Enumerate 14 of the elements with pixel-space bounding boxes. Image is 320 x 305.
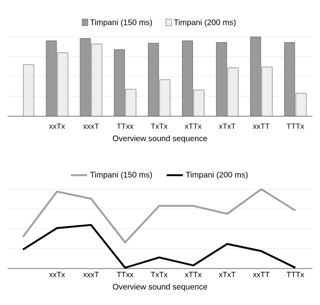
bar [159,80,170,116]
legend-label: Timpani (150 ms) [90,172,152,180]
legend-label: Timpani (150 ms) [90,19,152,27]
bar [296,93,306,116]
bar [262,66,272,116]
bar [228,68,238,116]
legend-label: Timpani (200 ms) [186,172,248,180]
bar [23,64,34,116]
x-axis-title: Overview sound sequence [112,284,208,292]
legend-label: Timpani (200 ms) [174,19,236,27]
bar [91,44,102,116]
bar [193,90,204,116]
x-axis-title: Overview sound sequence [112,135,208,143]
bar [57,52,68,116]
